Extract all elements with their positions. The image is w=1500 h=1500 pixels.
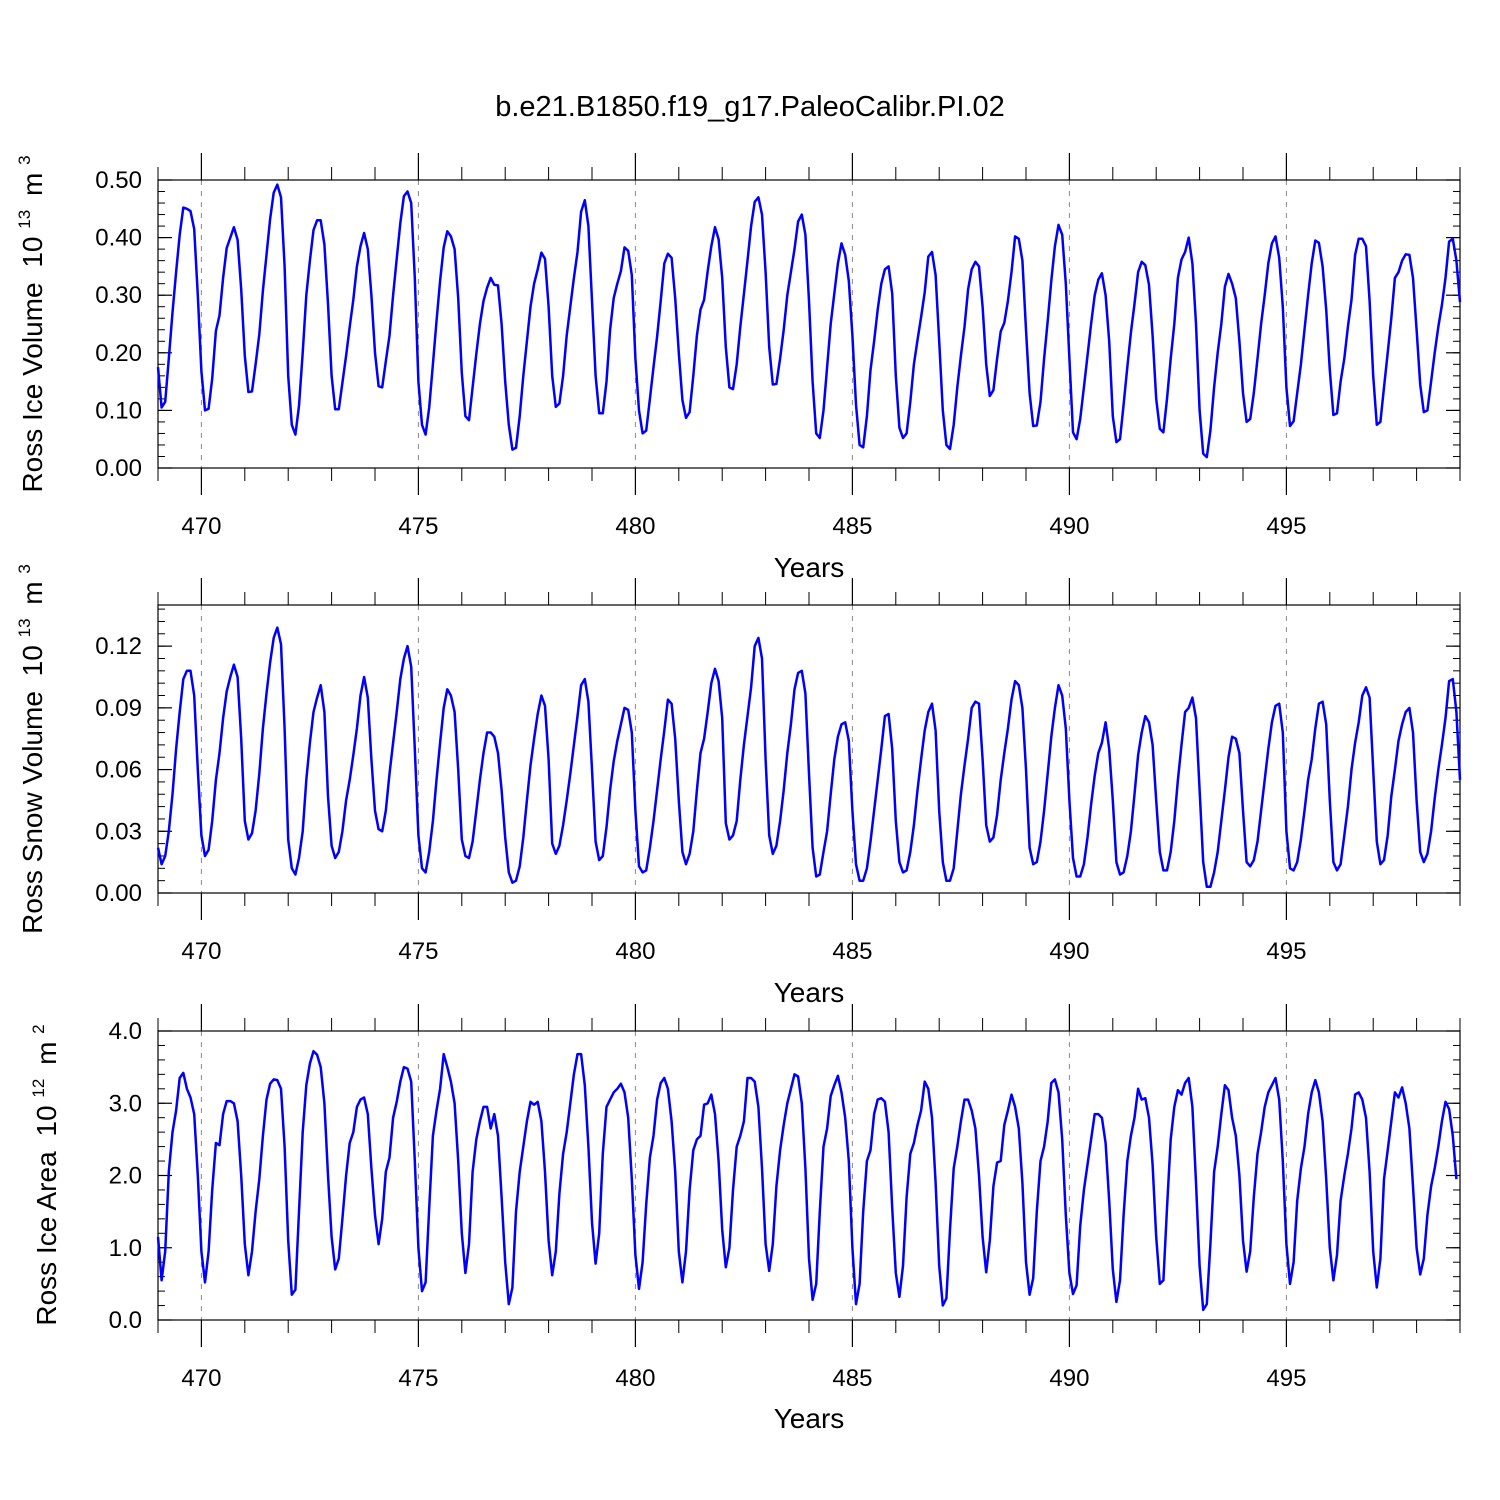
y-tick-label: 0.10	[95, 397, 142, 424]
y-axis-unit-symbol: m	[31, 1042, 62, 1065]
snow-volume-line	[156, 626, 1462, 889]
x-tick-label: 495	[1266, 513, 1306, 540]
y-axis-unit-exponent: 13	[15, 618, 34, 637]
y-axis-label: Ross Ice Volume 10 13 m 3	[5, 155, 48, 492]
x-tick-label: 485	[832, 938, 872, 965]
y-axis-label: Ross Snow Volume 10 13 m 3	[5, 564, 48, 934]
y-tick-label: 0.50	[95, 167, 142, 194]
y-tick-label: 0.12	[95, 633, 142, 660]
y-tick-label: 0.06	[95, 757, 142, 784]
x-tick-label: 475	[398, 513, 438, 540]
y-tick-label: 0.03	[95, 818, 142, 845]
ice-area-line	[156, 1049, 1458, 1312]
x-axis-label: Years	[774, 977, 845, 1008]
y-axis-unit-power: 3	[15, 564, 34, 573]
y-axis-unit-base: 10	[17, 645, 48, 676]
ice-volume-line	[156, 183, 1462, 459]
y-tick-label: 0.00	[95, 455, 142, 482]
x-tick-label: 480	[615, 513, 655, 540]
y-tick-label: 0.20	[95, 340, 142, 367]
y-axis-unit-symbol: m	[17, 173, 48, 196]
x-axis-label: Years	[774, 552, 845, 583]
y-axis-unit-exponent: 13	[15, 210, 34, 229]
y-tick-label: 0.00	[95, 880, 142, 907]
y-axis-label-name: Ross Ice Volume	[17, 282, 48, 492]
y-tick-label: 0.0	[109, 1307, 142, 1334]
y-tick-label: 1.0	[109, 1235, 142, 1262]
y-tick-label: 0.40	[95, 225, 142, 252]
x-tick-label: 475	[398, 1365, 438, 1392]
y-tick-label: 4.0	[109, 1018, 142, 1045]
x-tick-label: 490	[1049, 1365, 1089, 1392]
x-tick-label: 470	[181, 1365, 221, 1392]
x-tick-label: 485	[832, 1365, 872, 1392]
y-axis-label-name: Ross Snow Volume	[17, 691, 48, 934]
y-axis-unit-symbol: m	[17, 581, 48, 604]
x-axis-label: Years	[774, 1403, 845, 1434]
y-axis-unit-power: 3	[15, 155, 34, 164]
x-tick-label: 480	[615, 1365, 655, 1392]
x-tick-label: 480	[615, 938, 655, 965]
y-tick-label: 0.09	[95, 695, 142, 722]
y-axis-label-name: Ross Ice Area	[31, 1151, 62, 1326]
x-tick-label: 485	[832, 513, 872, 540]
y-axis-unit-base: 10	[17, 237, 48, 268]
panel-snow-volume: 470 475 480 485 490 495 0.00 0.03 0.06 0.09 0.12 Y…	[5, 564, 1462, 1008]
y-axis-label: Ross Ice Area 10 12 m 2	[19, 1024, 62, 1325]
x-tick-label: 475	[398, 938, 438, 965]
panel-ice-volume: 470 475 480 485 490 495 0.00 0.10 0.20 0.30 0.40 0.…	[5, 153, 1462, 583]
x-tick-label: 490	[1049, 938, 1089, 965]
x-tick-label: 495	[1266, 1365, 1306, 1392]
y-tick-label: 0.30	[95, 282, 142, 309]
y-tick-label: 2.0	[109, 1163, 142, 1190]
y-tick-label: 3.0	[109, 1090, 142, 1117]
y-axis-unit-exponent: 12	[29, 1079, 48, 1098]
y-axis-unit-power: 2	[29, 1024, 48, 1033]
figure-title: b.e21.B1850.f19_g17.PaleoCalibr.PI.02	[495, 91, 1005, 123]
x-tick-label: 470	[181, 938, 221, 965]
x-tick-label: 470	[181, 513, 221, 540]
x-tick-label: 495	[1266, 938, 1306, 965]
x-tick-label: 490	[1049, 513, 1089, 540]
y-axis-unit-base: 10	[31, 1105, 62, 1136]
